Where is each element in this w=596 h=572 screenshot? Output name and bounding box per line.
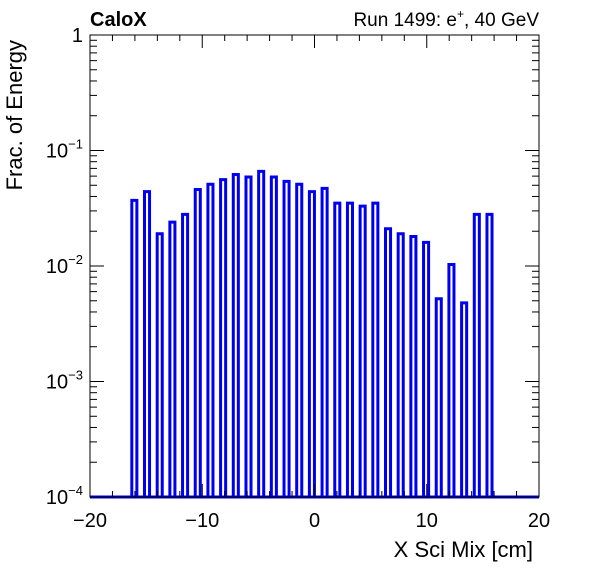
bar-28 [485, 212, 494, 497]
bar-12 [282, 179, 291, 497]
bar-series [130, 169, 494, 497]
bar-10 [257, 169, 266, 497]
bar-27 [472, 212, 481, 497]
bar-13 [295, 182, 304, 497]
header-right-sup: + [457, 7, 464, 21]
x-tick-label: 20 [528, 510, 550, 532]
y-tick-label: 10−2 [46, 252, 83, 278]
bar-24 [434, 297, 443, 497]
bar-3 [168, 220, 177, 497]
bar-11 [269, 175, 278, 497]
y-tick-label: 10−4 [46, 483, 83, 509]
bar-14 [307, 190, 316, 497]
x-tick-label: 10 [416, 510, 438, 532]
bar-20 [383, 227, 393, 497]
bar-6 [206, 182, 215, 497]
y-tick-label: 10−3 [46, 368, 83, 394]
bar-26 [460, 301, 469, 497]
y-axis-ticks: 10−4 10−3 10−2 10−1 1 [46, 25, 539, 509]
bar-22 [409, 235, 418, 497]
x-tick-label: 0 [309, 510, 320, 532]
bar-5 [193, 187, 202, 497]
bar-21 [396, 232, 405, 497]
y-axis-label: Frac. of Energy [2, 40, 27, 190]
x-axis-label: X Sci Mix [cm] [394, 537, 533, 562]
bar-0 [130, 198, 139, 497]
x-tick-label: −20 [73, 510, 107, 532]
bar-1 [142, 190, 152, 497]
bar-15 [320, 186, 329, 497]
x-axis-ticks: −20 −10 0 10 20 [73, 35, 550, 532]
bar-7 [219, 178, 228, 497]
bar-19 [371, 201, 380, 497]
bar-16 [333, 201, 342, 497]
bar-9 [244, 175, 253, 497]
x-tick-label: −10 [185, 510, 219, 532]
bar-2 [155, 232, 164, 497]
y-tick-label: 1 [72, 25, 83, 47]
y-tick-label: 10−1 [46, 137, 83, 163]
bar-17 [345, 201, 354, 497]
bar-18 [358, 204, 367, 497]
bar-25 [447, 263, 456, 497]
header-right-label: Run 1499: e+, 40 GeV [353, 7, 539, 31]
bar-4 [181, 212, 190, 497]
header-right-main: Run 1499: e [353, 10, 457, 31]
bar-23 [422, 240, 431, 497]
header-left-label: CaloX [90, 9, 147, 31]
bar-8 [231, 172, 240, 497]
header-right-tail: , 40 GeV [464, 10, 539, 31]
